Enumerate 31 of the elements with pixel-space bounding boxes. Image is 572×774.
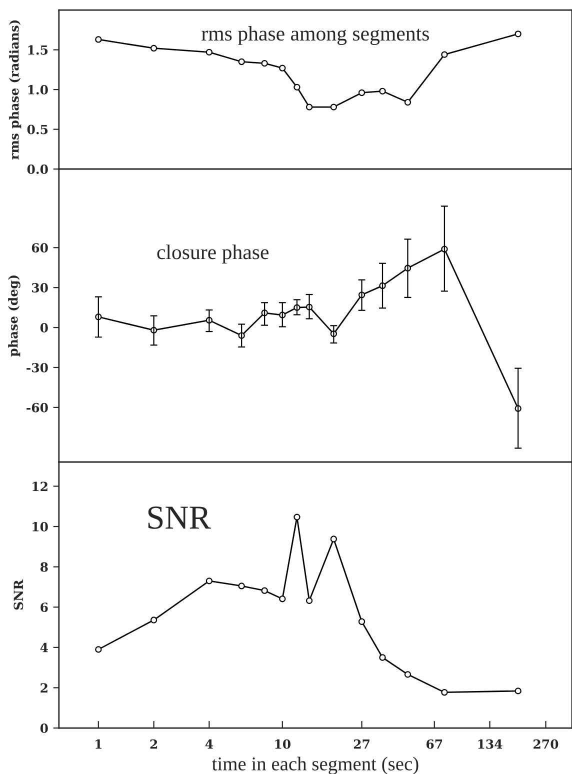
text: rms phase among segments: [202, 26, 429, 45]
x-tick-label: 27: [354, 739, 370, 749]
y-tick-label: 0.0: [27, 164, 48, 174]
y-tick-label: 6: [40, 602, 48, 612]
x-tick-label: 67: [426, 739, 442, 749]
x-tick-label: 134: [478, 739, 502, 749]
text: closure phase: [157, 244, 269, 264]
y-tick-label: 2: [40, 683, 48, 692]
y-tick-label: 0: [40, 323, 48, 332]
y-tick-label: 0.5: [27, 124, 48, 134]
y-axis-title: rms phase (radians): [9, 20, 22, 160]
y-tick-label: -30: [26, 362, 48, 372]
y-tick-label: 12: [32, 482, 48, 491]
y-tick-label: 1.5: [28, 45, 48, 55]
y-tick-label: 8: [40, 562, 48, 572]
y-tick-label: 4: [40, 642, 48, 652]
y-tick-label: 10: [32, 522, 48, 532]
text: SNR: [148, 506, 211, 529]
x-tick-label: 270: [534, 739, 558, 749]
y-axis-title: phase (deg): [8, 275, 20, 357]
x-tick-label: 2: [150, 739, 158, 749]
y-tick-label: 1.0: [28, 85, 48, 94]
x-tick-label: 10: [275, 739, 291, 749]
x-axis-title: time in each segment (sec): [212, 756, 418, 774]
y-tick-label: 60: [32, 243, 48, 253]
y-axis-title: SNR: [14, 580, 24, 610]
x-tick-label: 1: [96, 739, 102, 749]
y-tick-label: 30: [32, 283, 48, 293]
x-tick-label: 4: [205, 739, 214, 749]
y-tick-label: 0: [40, 723, 48, 733]
y-tick-label: -60: [26, 402, 48, 412]
